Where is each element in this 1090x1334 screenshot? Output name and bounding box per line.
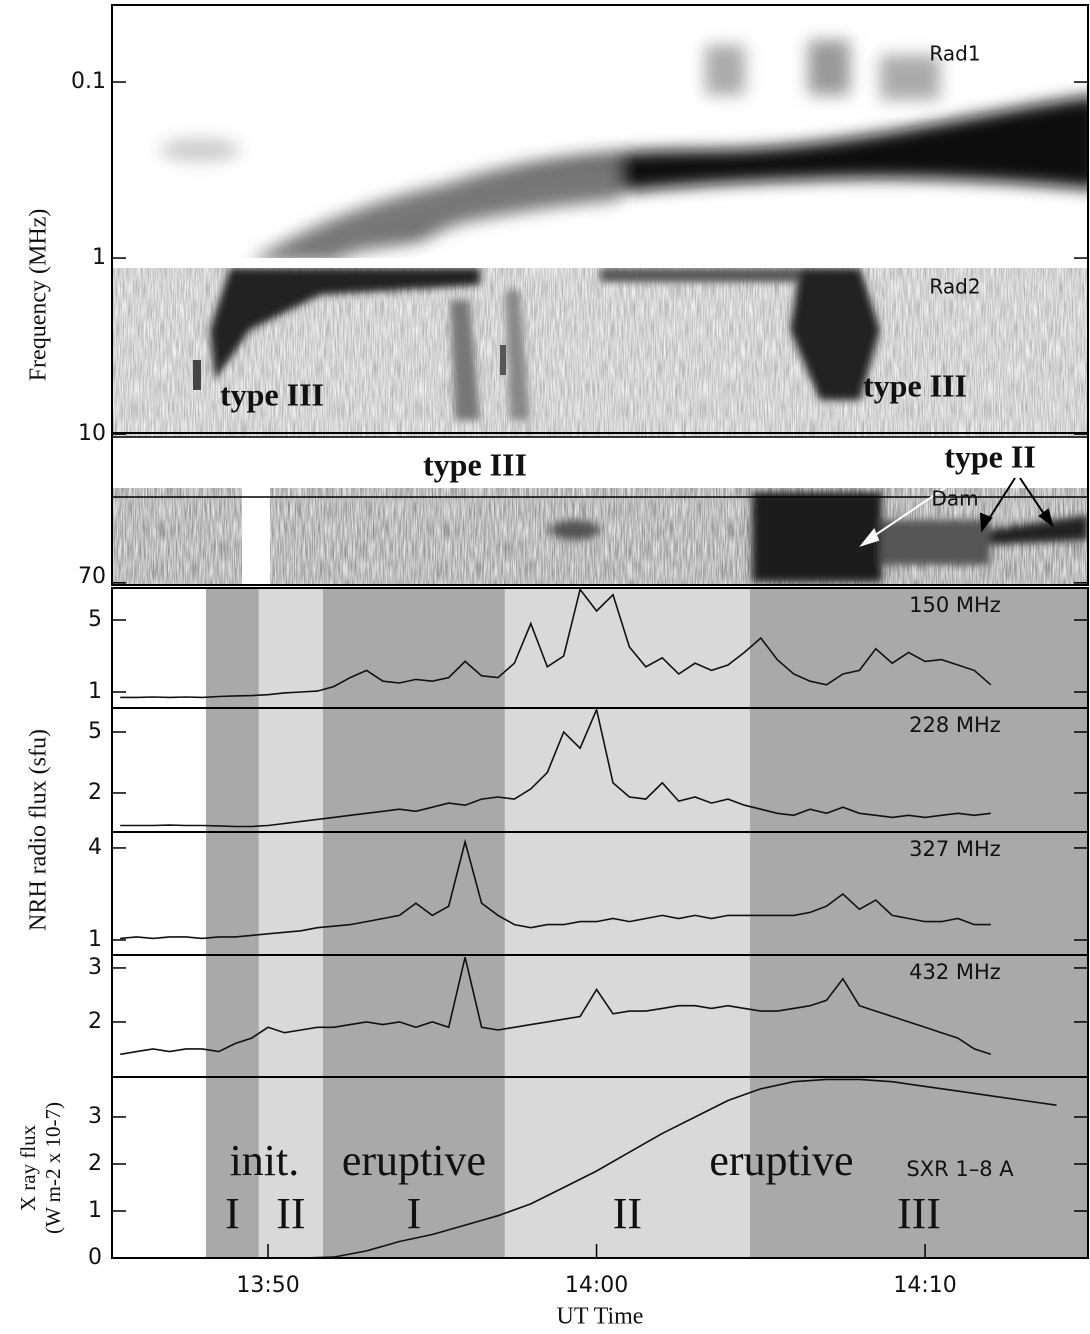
phase-band — [258, 832, 323, 955]
phase-band — [258, 588, 323, 708]
phase-band — [322, 955, 505, 1077]
annotation: type II — [944, 438, 1036, 474]
phase-band — [749, 588, 1088, 708]
phase-band — [504, 832, 750, 955]
phase-band — [322, 1077, 505, 1258]
y-tick-label: 2 — [88, 1009, 102, 1034]
y-tick-label: 10 — [78, 421, 106, 446]
annotation: type III — [423, 446, 527, 482]
y-tick-label: 2 — [88, 780, 102, 805]
phase-band — [749, 832, 1088, 955]
phase-band — [504, 955, 750, 1077]
y-tick-label: 4 — [88, 835, 102, 860]
annotation: Rad1 — [929, 42, 980, 66]
y-tick-label: 1 — [88, 927, 102, 952]
channel-label: 432 MHz — [909, 960, 1001, 984]
y-axis-label: Frequency (MHz) — [26, 209, 52, 382]
y-tick-label: 1 — [88, 679, 102, 704]
phase-band — [322, 832, 505, 955]
phase-label: II — [613, 1189, 642, 1238]
channel-label: 228 MHz — [909, 713, 1001, 737]
channel-label: SXR 1–8 A — [906, 1157, 1014, 1181]
flux-line — [120, 838, 991, 940]
annotation: Dam — [931, 487, 978, 511]
panel-frame — [111, 4, 1089, 586]
phase-band — [258, 708, 323, 832]
phase-label: II — [276, 1189, 305, 1238]
phase-band — [749, 955, 1088, 1077]
phase-label: III — [897, 1189, 941, 1238]
channel-label: 150 MHz — [909, 593, 1001, 617]
y-axis-label: NRH radio flux (sfu) — [26, 729, 52, 931]
phase-band — [258, 955, 323, 1077]
phase-label: I — [225, 1189, 240, 1238]
annotation: Rad2 — [929, 275, 980, 299]
phase-band — [322, 588, 505, 708]
y-axis-label: (W m-2 x 10-7) — [41, 1102, 65, 1234]
flux-line — [120, 707, 991, 828]
x-tick-label: 14:10 — [893, 1273, 956, 1298]
y-tick-label: 70 — [78, 564, 106, 589]
y-tick-label: 0.1 — [71, 69, 106, 94]
phase-band — [205, 708, 259, 832]
x-tick-label: 14:00 — [565, 1273, 628, 1298]
annotation: type III — [220, 376, 324, 412]
y-tick-label: 5 — [88, 719, 102, 744]
y-tick-label: 1 — [88, 1198, 102, 1223]
phase-group-label: init. — [230, 1136, 300, 1185]
y-tick-label: 1 — [92, 245, 106, 270]
panel-frame — [111, 1076, 1089, 1259]
channel-label: 327 MHz — [909, 837, 1001, 861]
flux-line — [120, 957, 992, 1056]
y-tick-label: 3 — [88, 955, 102, 980]
flux-line — [120, 587, 992, 699]
phase-band — [504, 588, 750, 708]
phase-band — [749, 1077, 1088, 1258]
phase-band — [205, 1077, 259, 1258]
phase-band — [205, 955, 259, 1077]
y-tick-label: 2 — [88, 1151, 102, 1176]
x-axis-label: UT Time — [557, 1304, 644, 1330]
phase-group-label: eruptive — [709, 1136, 853, 1185]
x-tick-label: 13:50 — [236, 1273, 299, 1298]
phase-band — [205, 588, 259, 708]
phase-band — [322, 708, 505, 832]
y-tick-label: 3 — [88, 1104, 102, 1129]
annotation: type III — [863, 367, 967, 403]
spectrogram-art — [112, 5, 1088, 585]
phase-band — [258, 1077, 323, 1258]
y-tick-label: 5 — [88, 607, 102, 632]
phase-label: I — [407, 1189, 422, 1238]
phase-band — [504, 708, 750, 832]
y-tick-label: 0 — [88, 1245, 102, 1270]
y-axis-label: X ray flux — [16, 1124, 40, 1211]
phase-band — [504, 1077, 750, 1258]
phase-band — [205, 832, 259, 955]
phase-group-label: eruptive — [342, 1136, 486, 1185]
